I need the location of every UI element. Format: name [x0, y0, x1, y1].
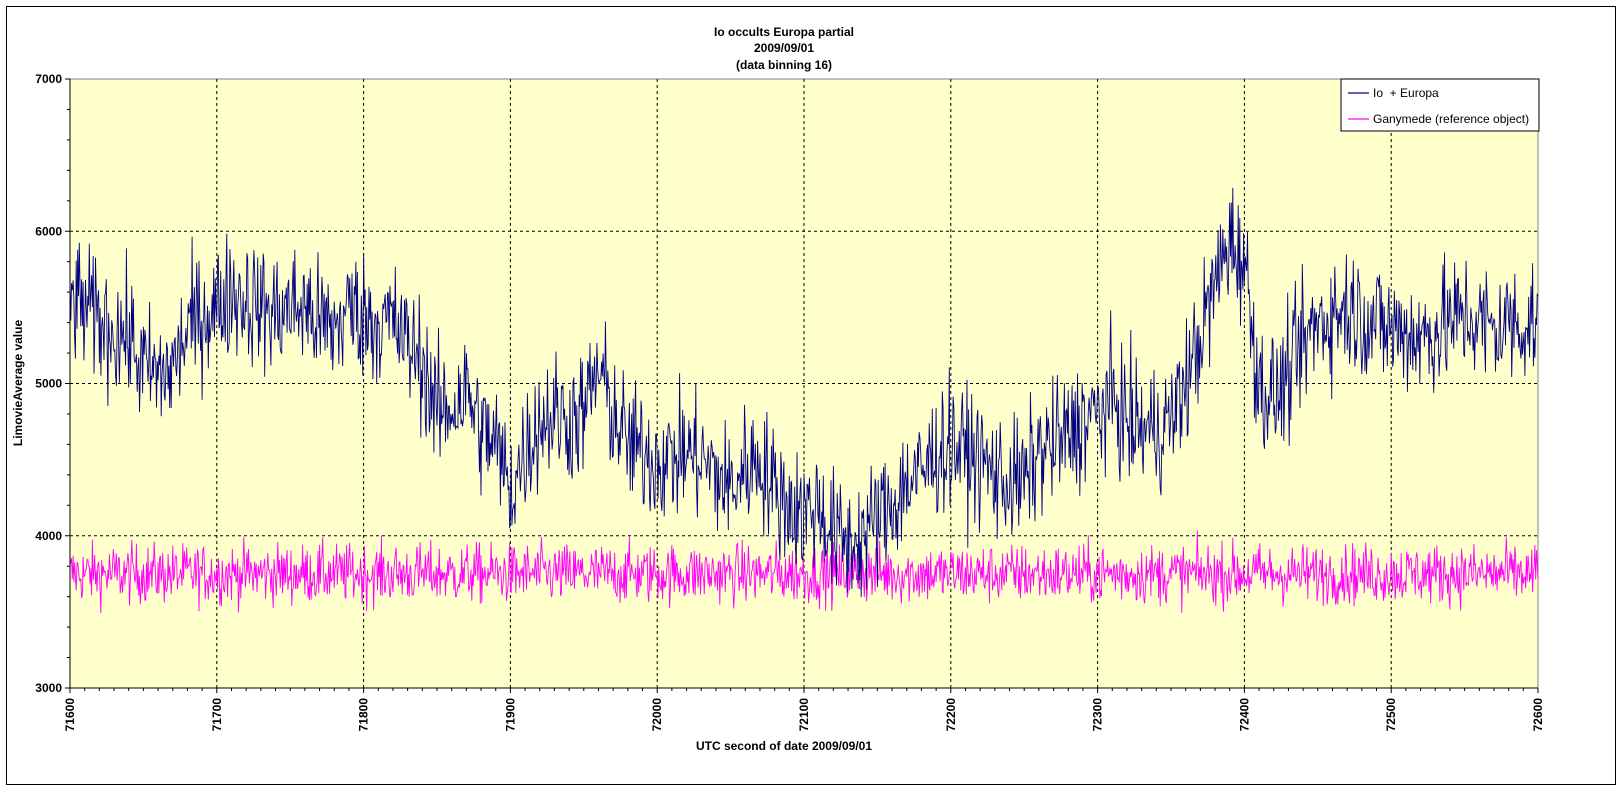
x-tick-label: 72200 [944, 698, 958, 732]
x-tick-label: 72100 [797, 698, 811, 732]
chart-title-line-3: (data binning 16) [736, 58, 832, 72]
chart-title: Io occults Europa partial 2009/09/01 (da… [714, 25, 854, 72]
series-lines [69, 187, 1539, 613]
y-tick-label: 5000 [35, 377, 62, 391]
chart-title-line-1: Io occults Europa partial [714, 25, 854, 39]
x-tick-label: 71800 [357, 698, 371, 732]
x-axis-label: UTC second of date 2009/09/01 [696, 739, 872, 753]
y-tick-label: 6000 [35, 224, 62, 238]
chart-title-line-2: 2009/09/01 [754, 41, 814, 55]
legend-label-io-europa: Io + Europa [1373, 86, 1439, 100]
series-line-ganymede [69, 530, 1539, 613]
x-tick-label: 71700 [210, 698, 224, 732]
chart-frame: Io occults Europa partial 2009/09/01 (da… [6, 6, 1616, 785]
legend: Io + Europa Ganymede (reference object) [1340, 78, 1540, 132]
axes [65, 78, 1539, 693]
x-tick-label: 72600 [1531, 698, 1545, 732]
series-line-io-europa [69, 187, 1539, 598]
y-axis-label: LimovieAverage value [11, 320, 25, 447]
y-tick-labels: 3000 4000 5000 6000 7000 [35, 72, 62, 695]
y-tick-label: 4000 [35, 529, 62, 543]
y-tick-label: 7000 [35, 72, 62, 86]
x-tick-label: 71600 [63, 698, 77, 732]
x-tick-labels: 71600 71700 71800 71900 72000 72100 72200 72300… [63, 698, 1545, 732]
legend-box [1340, 78, 1540, 132]
x-tick-label: 72400 [1237, 698, 1251, 732]
grid [70, 79, 1538, 688]
x-tick-label: 72500 [1384, 698, 1398, 732]
legend-label-ganymede: Ganymede (reference object) [1373, 112, 1529, 126]
x-tick-label: 71900 [503, 698, 517, 732]
x-tick-label: 72000 [650, 698, 664, 732]
line-chart: Io occults Europa partial 2009/09/01 (da… [11, 25, 1545, 753]
x-tick-label: 72300 [1091, 698, 1105, 732]
y-tick-label: 3000 [35, 681, 62, 695]
